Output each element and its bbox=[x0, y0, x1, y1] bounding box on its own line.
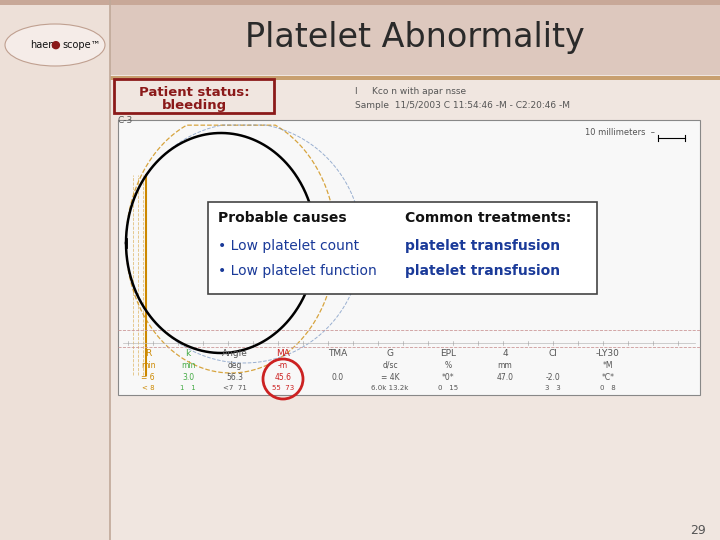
Text: -LY30: -LY30 bbox=[596, 348, 620, 357]
Text: 0.0: 0.0 bbox=[332, 373, 344, 381]
Text: • Low platelet function: • Low platelet function bbox=[218, 264, 377, 278]
Text: d/sc: d/sc bbox=[382, 361, 398, 369]
Text: platelet transfusion: platelet transfusion bbox=[405, 264, 560, 278]
Text: 29: 29 bbox=[690, 523, 706, 537]
Bar bbox=[110, 76, 720, 80]
Text: 47.0: 47.0 bbox=[497, 373, 513, 381]
Text: deg: deg bbox=[228, 361, 242, 369]
Text: -m: -m bbox=[278, 361, 288, 369]
Text: mm: mm bbox=[498, 361, 513, 369]
Text: <7  71: <7 71 bbox=[223, 385, 247, 391]
FancyBboxPatch shape bbox=[208, 202, 597, 294]
Text: EPL: EPL bbox=[440, 348, 456, 357]
Ellipse shape bbox=[5, 24, 105, 66]
Text: 3   3: 3 3 bbox=[545, 385, 561, 391]
Text: Common treatments:: Common treatments: bbox=[405, 211, 571, 225]
Text: Platelet Abnormality: Platelet Abnormality bbox=[245, 22, 585, 55]
Text: R: R bbox=[145, 348, 151, 357]
Text: Sample  11/5/2003 C 11:54:46 -M - C2:20:46 -M: Sample 11/5/2003 C 11:54:46 -M - C2:20:4… bbox=[355, 102, 570, 111]
Text: I     Kco n with apar nsse: I Kco n with apar nsse bbox=[355, 87, 466, 97]
Bar bbox=[0, 0, 110, 540]
Text: bleeding: bleeding bbox=[161, 98, 227, 111]
Text: • Low platelet count: • Low platelet count bbox=[218, 239, 359, 253]
FancyBboxPatch shape bbox=[118, 120, 700, 395]
Text: 0   15: 0 15 bbox=[438, 385, 458, 391]
Text: G: G bbox=[387, 348, 394, 357]
Text: haem: haem bbox=[30, 40, 58, 50]
Text: = 4K: = 4K bbox=[381, 373, 400, 381]
Text: CI: CI bbox=[549, 348, 557, 357]
Text: min: min bbox=[140, 361, 156, 369]
Text: 45.6: 45.6 bbox=[274, 373, 292, 381]
Text: < 8: < 8 bbox=[142, 385, 154, 391]
Bar bbox=[0, 0, 720, 5]
Text: Angle: Angle bbox=[222, 348, 248, 357]
Text: 1   1: 1 1 bbox=[180, 385, 196, 391]
Text: ●: ● bbox=[50, 40, 60, 50]
Text: 4: 4 bbox=[502, 348, 508, 357]
Text: *M: *M bbox=[603, 361, 613, 369]
Text: 3.0: 3.0 bbox=[182, 373, 194, 381]
Text: -2.0: -2.0 bbox=[546, 373, 560, 381]
Text: 55  73: 55 73 bbox=[272, 385, 294, 391]
Text: scope™: scope™ bbox=[62, 40, 100, 50]
Text: C-3: C-3 bbox=[118, 116, 133, 125]
Text: 6.0k 13.2k: 6.0k 13.2k bbox=[372, 385, 409, 391]
Text: Probable causes: Probable causes bbox=[218, 211, 346, 225]
Text: MA: MA bbox=[276, 348, 290, 357]
Text: *C*: *C* bbox=[601, 373, 614, 381]
Text: 10 millimeters  –: 10 millimeters – bbox=[585, 128, 655, 137]
Text: min: min bbox=[181, 361, 195, 369]
Text: k: k bbox=[185, 348, 191, 357]
Text: %: % bbox=[444, 361, 451, 369]
Text: platelet transfusion: platelet transfusion bbox=[405, 239, 560, 253]
Text: 56.3: 56.3 bbox=[227, 373, 243, 381]
Text: *0*: *0* bbox=[441, 373, 454, 381]
Text: = 6: = 6 bbox=[141, 373, 155, 381]
Text: Patient status:: Patient status: bbox=[139, 86, 249, 99]
FancyBboxPatch shape bbox=[114, 79, 274, 113]
Bar bbox=[0, 0, 720, 75]
Text: TMA: TMA bbox=[328, 348, 348, 357]
Text: 0   8: 0 8 bbox=[600, 385, 616, 391]
